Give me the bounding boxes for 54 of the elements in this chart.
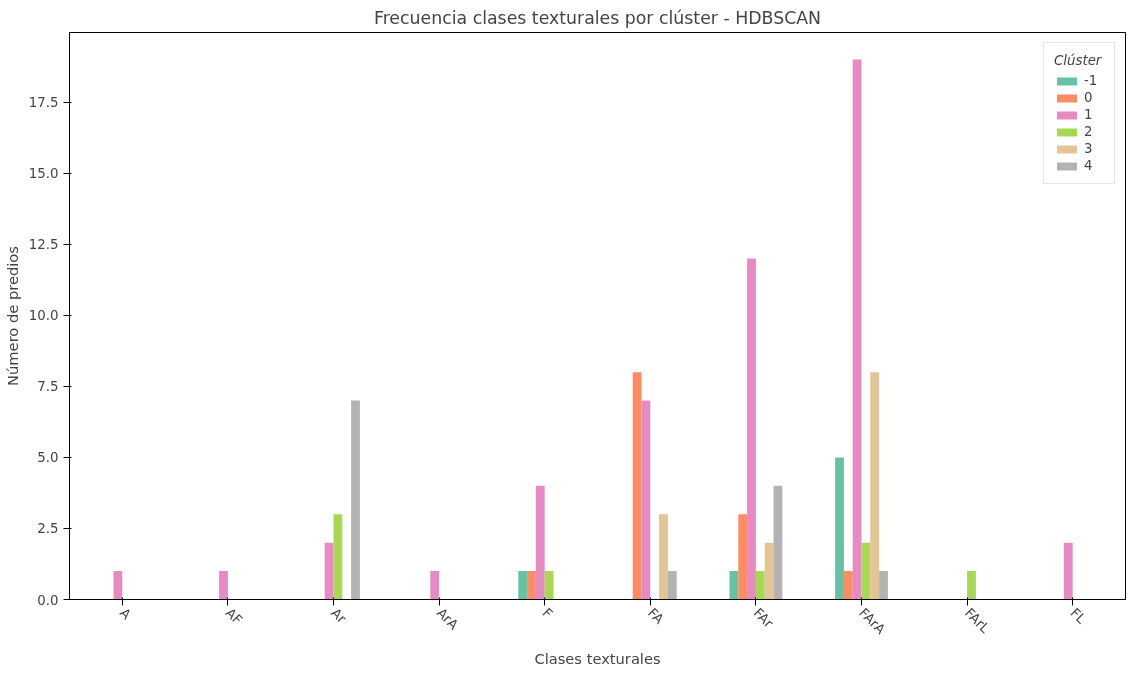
y-tick-label: 10.0 (28, 308, 59, 324)
bar (1063, 542, 1073, 600)
bar (219, 571, 228, 600)
bar (544, 571, 554, 600)
y-tick-label: 5.0 (37, 450, 59, 466)
bar (430, 571, 440, 600)
x-tick-label: FA (645, 605, 667, 627)
legend-title: Clúster (1054, 53, 1103, 68)
y-tick-label: 15.0 (28, 166, 59, 182)
bar (738, 514, 748, 600)
y-tick-label: 12.5 (28, 237, 59, 253)
legend-label: 0 (1084, 90, 1094, 105)
bar (667, 571, 677, 600)
y-tick-label: 0.0 (37, 592, 59, 608)
x-tick-label: FAr (750, 605, 777, 632)
x-tick-label: ArA (433, 605, 462, 633)
legend-label: 4 (1084, 158, 1094, 173)
x-tick-label: Ar (328, 605, 350, 627)
bar (773, 485, 783, 600)
legend-label: -1 (1084, 73, 1099, 88)
bar (852, 59, 862, 600)
bar (518, 571, 528, 600)
x-axis-title: Clases texturales (534, 650, 661, 668)
bar (835, 457, 844, 600)
bar (324, 542, 334, 600)
bar (527, 571, 536, 600)
y-tick-label: 2.5 (37, 521, 59, 537)
bar (535, 485, 545, 600)
bar (113, 571, 123, 600)
bar (879, 571, 888, 600)
bar (641, 400, 651, 600)
bar (659, 514, 668, 600)
chart-title: Frecuencia clases texturales por clúster - HDBSCAN (373, 7, 822, 28)
legend-label: 3 (1084, 141, 1094, 156)
bar (729, 571, 739, 600)
bar (843, 571, 853, 600)
bar (755, 571, 765, 600)
bar (870, 372, 880, 600)
bar (861, 542, 871, 600)
legend-label: 2 (1084, 124, 1094, 139)
x-tick-label: AF (222, 605, 246, 628)
x-tick-label: A (117, 605, 135, 623)
y-tick-label: 7.5 (37, 379, 59, 395)
bar (333, 514, 343, 600)
legend-label: 1 (1084, 107, 1094, 122)
bar (747, 258, 756, 600)
bar (632, 372, 642, 600)
bar (967, 571, 976, 600)
y-axis-title: Número de predios (3, 246, 21, 386)
x-tick-label: F (539, 605, 556, 622)
x-tick-label: FL (1067, 605, 1090, 627)
bar (351, 400, 360, 600)
bar (764, 542, 774, 600)
y-tick-label: 17.5 (28, 95, 59, 111)
